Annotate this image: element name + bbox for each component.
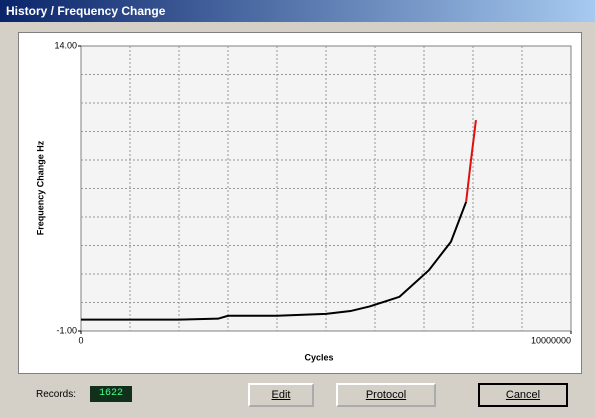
y-axis-label: Frequency Change Hz (35, 140, 45, 235)
y-tick-label: 14.00 (54, 40, 77, 50)
records-label: Records: (36, 389, 77, 400)
x-tick-label: 10000000 (531, 335, 571, 345)
edit-button[interactable]: Edit (248, 383, 314, 407)
x-tick-label: 0 (78, 335, 83, 345)
data-line (81, 201, 468, 321)
title-bar: History / Frequency Change (0, 0, 595, 22)
records-field: 1622 (90, 386, 132, 402)
chart-panel: Cycles Frequency Change Hz -1.00 14.00 0 10… (18, 32, 582, 374)
y-tick-label: -1.00 (56, 325, 77, 335)
data-line (465, 119, 477, 202)
chart: Cycles Frequency Change Hz -1.00 14.00 0 10… (35, 40, 572, 362)
cancel-button[interactable]: Cancel (478, 383, 568, 407)
protocol-button[interactable]: Protocol (336, 383, 436, 407)
x-axis-label: Cycles (304, 352, 333, 362)
